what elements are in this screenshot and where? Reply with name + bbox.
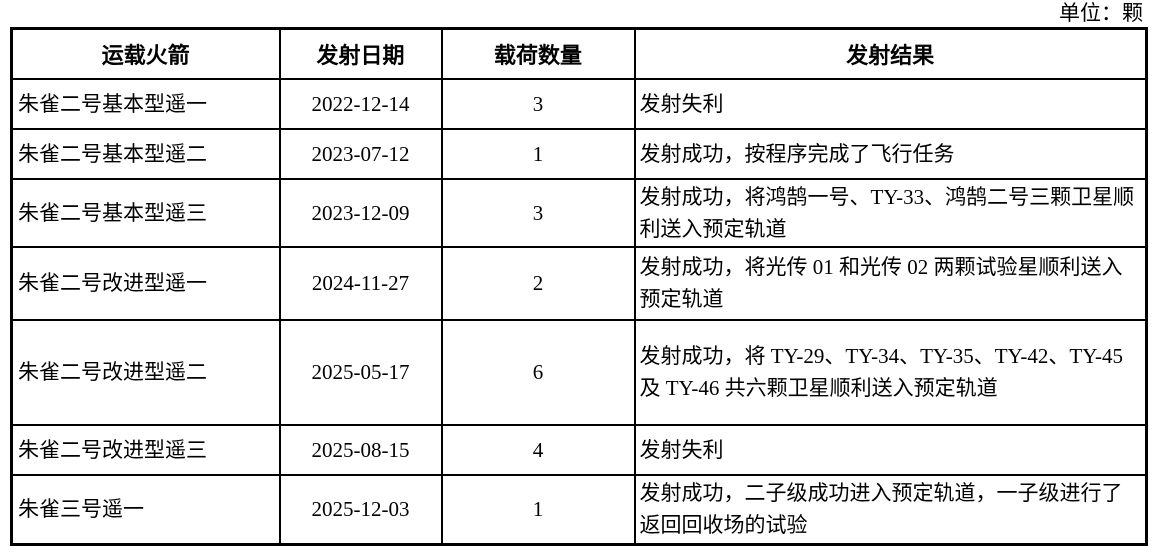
table-row: 朱雀二号改进型遥二 2025-05-17 6 发射成功，将 TY-29、TY-3… — [10, 318, 1148, 426]
count-cell: 1 — [440, 127, 636, 180]
date-cell: 2025-08-15 — [278, 423, 443, 476]
date-cell: 2023-07-12 — [278, 127, 443, 180]
table-row: 朱雀二号基本型遥三 2023-12-09 3 发射成功，将鸿鹄一号、TY-33、… — [10, 177, 1148, 248]
count-cell: 1 — [440, 473, 636, 546]
table-row: 朱雀三号遥一 2025-12-03 1 发射成功，二子级成功进入预定轨道，一子级… — [10, 473, 1148, 546]
rocket-cell: 朱雀二号基本型遥一 — [10, 77, 281, 130]
launch-table: 运载火箭 发射日期 载荷数量 发射结果 朱雀二号基本型遥一 2022-12-14… — [10, 27, 1148, 546]
document-page: 单位：颗 运载火箭 发射日期 载荷数量 发射结果 朱雀二号基本型遥一 2022-… — [10, 0, 1148, 546]
result-cell: 发射成功，二子级成功进入预定轨道，一子级进行了返回回收场的试验 — [633, 473, 1148, 546]
date-cell: 2025-05-17 — [278, 318, 443, 426]
col-header-count: 载荷数量 — [440, 27, 636, 80]
launch-table-body: 朱雀二号基本型遥一 2022-12-14 3 发射失利 朱雀二号基本型遥二 20… — [10, 77, 1148, 546]
rocket-cell: 朱雀二号改进型遥二 — [10, 318, 281, 426]
date-cell: 2025-12-03 — [278, 473, 443, 546]
result-cell: 发射成功，将光传 01 和光传 02 两颗试验星顺利送入预定轨道 — [633, 245, 1148, 321]
result-cell: 发射成功，将鸿鹄一号、TY-33、鸿鹄二号三颗卫星顺利送入预定轨道 — [633, 177, 1148, 248]
table-row: 朱雀二号基本型遥一 2022-12-14 3 发射失利 — [10, 77, 1148, 130]
col-header-result: 发射结果 — [633, 27, 1148, 80]
rocket-cell: 朱雀二号改进型遥一 — [10, 245, 281, 321]
count-cell: 3 — [440, 177, 636, 248]
rocket-cell: 朱雀三号遥一 — [10, 473, 281, 546]
result-cell: 发射失利 — [633, 77, 1148, 130]
count-cell: 3 — [440, 77, 636, 130]
rocket-cell: 朱雀二号基本型遥二 — [10, 127, 281, 180]
table-row: 朱雀二号基本型遥二 2023-07-12 1 发射成功，按程序完成了飞行任务 — [10, 127, 1148, 180]
table-row: 朱雀二号改进型遥三 2025-08-15 4 发射失利 — [10, 423, 1148, 476]
unit-label: 单位：颗 — [1059, 1, 1143, 25]
rocket-cell: 朱雀二号基本型遥三 — [10, 177, 281, 248]
date-cell: 2024-11-27 — [278, 245, 443, 321]
launch-table-header: 运载火箭 发射日期 载荷数量 发射结果 — [10, 27, 1148, 80]
count-cell: 6 — [440, 318, 636, 426]
col-header-rocket: 运载火箭 — [10, 27, 281, 80]
rocket-cell: 朱雀二号改进型遥三 — [10, 423, 281, 476]
header-row: 运载火箭 发射日期 载荷数量 发射结果 — [10, 27, 1148, 80]
count-cell: 4 — [440, 423, 636, 476]
result-cell: 发射成功，按程序完成了飞行任务 — [633, 127, 1148, 180]
result-cell: 发射成功，将 TY-29、TY-34、TY-35、TY-42、TY-45 及 T… — [633, 318, 1148, 426]
col-header-date: 发射日期 — [278, 27, 443, 80]
date-cell: 2022-12-14 — [278, 77, 443, 130]
result-cell: 发射失利 — [633, 423, 1148, 476]
date-cell: 2023-12-09 — [278, 177, 443, 248]
table-row: 朱雀二号改进型遥一 2024-11-27 2 发射成功，将光传 01 和光传 0… — [10, 245, 1148, 321]
count-cell: 2 — [440, 245, 636, 321]
